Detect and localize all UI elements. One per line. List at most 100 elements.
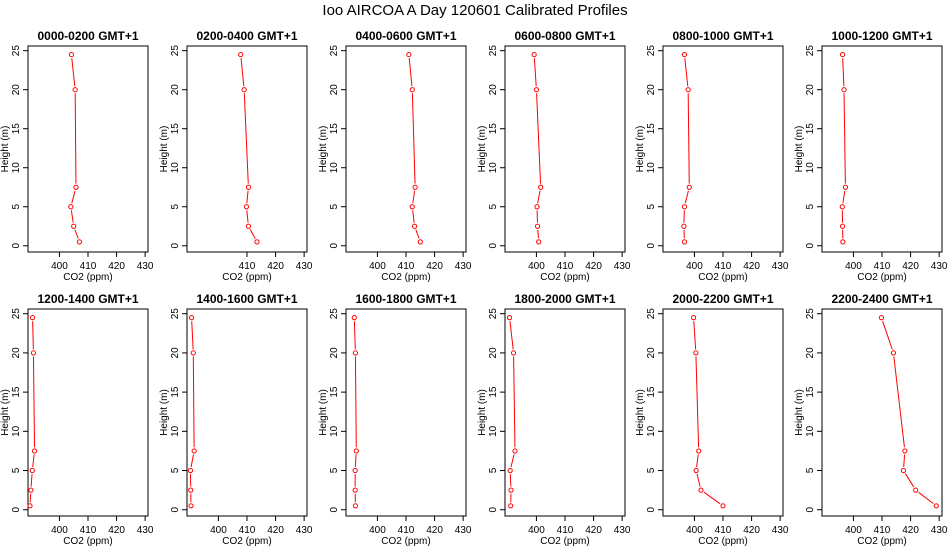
figure-title: Ioo AIRCOA A Day 120601 Calibrated Profi… [322, 2, 628, 19]
x-tick-label: 410 [715, 261, 732, 272]
data-point [900, 467, 907, 474]
data-point [681, 204, 688, 210]
data-point [27, 503, 33, 509]
y-tick-label: 0 [805, 507, 816, 513]
series-segment [510, 454, 515, 468]
x-tick-label: 430 [931, 261, 948, 272]
x-axis-label: CO2 (ppm) [698, 272, 747, 283]
y-tick-label: 5 [170, 467, 181, 473]
data-point [698, 487, 704, 493]
y-tick-label: 0 [646, 243, 657, 249]
y-tick-label: 20 [170, 84, 181, 96]
series-segment [904, 473, 915, 488]
series-segment [509, 321, 514, 350]
panel-title: 0400-0600 GMT+1 [355, 29, 456, 43]
plot-frame [662, 308, 784, 517]
y-tick-label: 10 [170, 162, 181, 174]
y-tick-label: 10 [329, 425, 340, 437]
data-point [29, 315, 36, 321]
y-axis-label: Height (m) [477, 389, 488, 436]
series-segment [843, 93, 846, 184]
data-point [352, 487, 358, 493]
y-tick-label: 20 [805, 347, 816, 359]
x-axis-label: CO2 (ppm) [540, 536, 589, 547]
series-segment [415, 229, 420, 239]
panel-title: 0800-1000 GMT+1 [672, 29, 773, 43]
y-axis-label: Height (m) [477, 126, 488, 173]
y-axis-label: Height (m) [318, 126, 329, 173]
series-segment [243, 93, 249, 184]
data-point [352, 350, 359, 356]
x-tick-label: 430 [455, 525, 472, 536]
data-point [690, 315, 697, 321]
chart-panel: 1200-1400 GMT+1 400 410 420 430 0 5 10 15 20 25 CO2… [0, 292, 154, 547]
series-segment [192, 356, 195, 448]
data-point [681, 51, 688, 58]
data-point [696, 448, 702, 454]
x-tick-label: 420 [585, 525, 602, 536]
y-tick-label: 5 [170, 204, 181, 210]
y-tick-label: 25 [646, 308, 657, 320]
y-tick-label: 0 [11, 243, 22, 249]
data-point [508, 487, 514, 493]
series-segment [190, 454, 194, 468]
data-point [71, 223, 77, 229]
series-segment [918, 491, 934, 505]
data-point [533, 87, 540, 93]
x-tick-label: 430 [455, 261, 472, 272]
y-tick-label: 5 [488, 467, 499, 473]
plot-frame [662, 45, 784, 253]
series-segment [533, 58, 537, 87]
x-tick-label: 410 [80, 525, 97, 536]
x-tick-label: 400 [369, 261, 386, 272]
series-segment [71, 190, 76, 204]
y-tick-label: 20 [329, 84, 340, 96]
y-tick-label: 25 [11, 308, 22, 320]
plot-frame [821, 45, 943, 253]
x-tick-label: 400 [686, 525, 703, 536]
x-tick-label: 400 [845, 261, 862, 272]
y-tick-label: 20 [170, 347, 181, 359]
y-tick-label: 10 [805, 425, 816, 437]
y-tick-label: 25 [11, 45, 22, 57]
data-point [681, 223, 687, 229]
data-point [839, 223, 846, 229]
plot-frame [27, 308, 149, 517]
y-tick-label: 15 [646, 123, 657, 135]
data-point [411, 223, 418, 229]
y-tick-label: 5 [488, 204, 499, 210]
series-segment [70, 210, 74, 223]
data-point [902, 448, 908, 454]
y-tick-label: 15 [805, 123, 816, 135]
x-tick-label: 420 [267, 261, 284, 272]
data-point [28, 487, 34, 493]
series-segment [240, 58, 245, 87]
panel-title: 2000-2200 GMT+1 [672, 292, 773, 306]
series-segment [537, 229, 539, 239]
series-segment [687, 93, 690, 184]
chart-panel: 0800-1000 GMT+1 400 410 420 430 0 5 10 15 20 25 CO2… [635, 29, 789, 283]
series-segment [412, 210, 415, 223]
y-axis-label: Height (m) [0, 389, 11, 436]
y-tick-label: 20 [488, 84, 499, 96]
data-point [245, 184, 252, 190]
series-segment [684, 58, 689, 87]
panel-title: 1600-1800 GMT+1 [355, 292, 456, 306]
y-tick-label: 10 [170, 425, 181, 437]
series-segment [893, 356, 905, 448]
series-segment [842, 58, 845, 87]
series-segment [354, 454, 357, 467]
panel-title: 1800-2000 GMT+1 [514, 292, 615, 306]
data-point [188, 315, 195, 321]
y-tick-label: 5 [646, 467, 657, 473]
y-tick-label: 20 [488, 347, 499, 359]
panel-title: 0200-0400 GMT+1 [196, 29, 297, 43]
y-tick-label: 20 [11, 347, 22, 359]
x-axis-label: CO2 (ppm) [222, 272, 271, 283]
series-segment [30, 474, 33, 487]
panel-title: 1200-1400 GMT+1 [37, 292, 138, 306]
y-tick-label: 0 [329, 507, 340, 513]
x-tick-label: 420 [743, 525, 760, 536]
x-axis-label: CO2 (ppm) [222, 536, 271, 547]
series-segment [249, 229, 256, 239]
